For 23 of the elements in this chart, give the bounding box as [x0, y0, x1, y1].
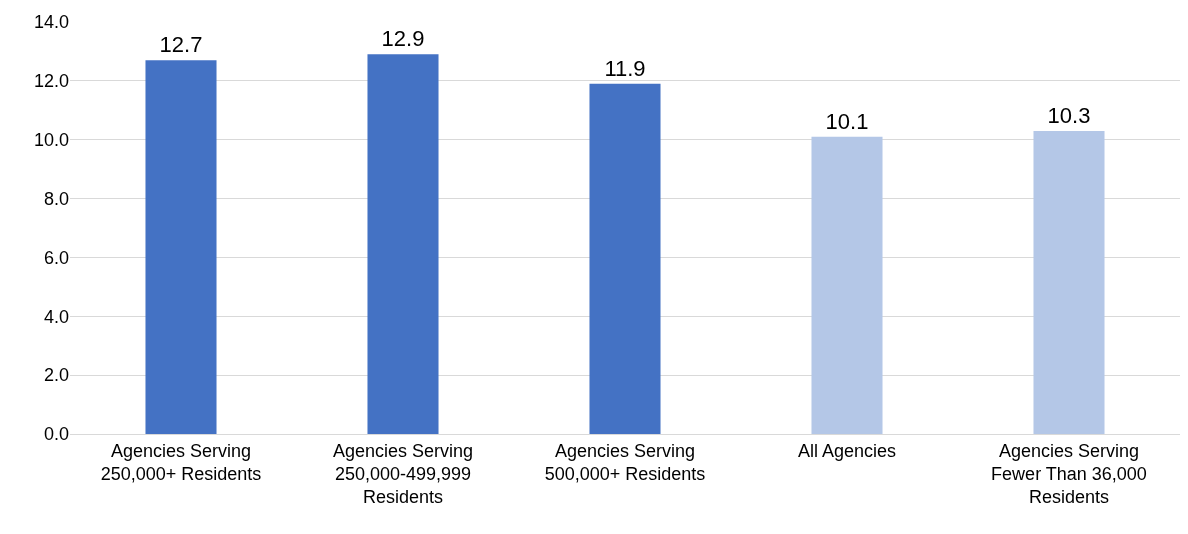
x-tick-label: Agencies Serving Fewer Than 36,000 Residents	[991, 440, 1147, 508]
y-tick-label: 2.0	[43, 365, 69, 386]
y-tick-label: 4.0	[43, 306, 69, 327]
x-tick-label: Agencies Serving 500,000+ Residents	[544, 440, 706, 484]
y-tick-label: 8.0	[43, 188, 69, 209]
y-tick-label: 10.0	[33, 130, 69, 151]
bar	[145, 60, 217, 434]
y-tick-label: 0.0	[43, 424, 69, 445]
x-tick-label: All Agencies	[797, 440, 897, 461]
y-tick-label: 14.0	[33, 12, 69, 33]
data-label: 10.1	[825, 108, 869, 134]
data-label: 12.9	[381, 26, 425, 52]
bar	[589, 83, 661, 434]
bar	[1033, 130, 1105, 434]
data-label: 10.3	[1047, 102, 1091, 128]
bar	[367, 54, 439, 434]
bar	[811, 136, 883, 434]
x-tick-label: Agencies Serving 250,000-499,999 Residents	[332, 440, 474, 508]
y-tick-label: 12.0	[33, 71, 69, 92]
data-label: 12.7	[159, 32, 203, 58]
y-tick-label: 6.0	[43, 247, 69, 268]
data-label: 11.9	[604, 55, 646, 81]
x-tick-label: Agencies Serving 250,000+ Residents	[100, 440, 262, 484]
